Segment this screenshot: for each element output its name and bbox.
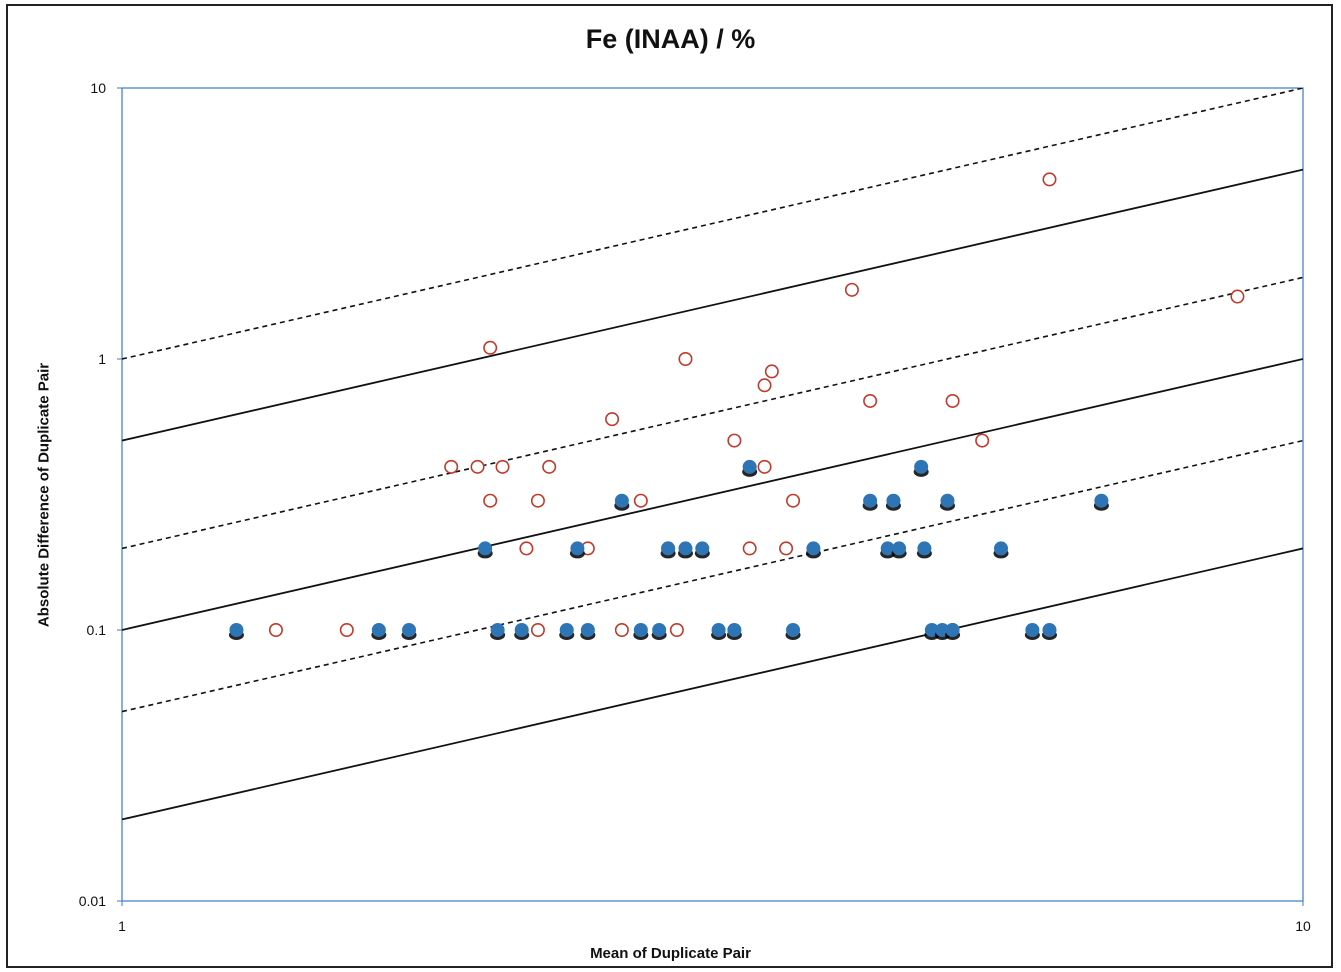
filled-data-point	[678, 541, 693, 556]
filled-data-point	[945, 623, 960, 637]
open-data-point	[945, 393, 960, 408]
filled-data-point	[478, 541, 493, 556]
open-data-point	[268, 622, 283, 637]
solid-reference-line	[122, 547, 1303, 821]
filled-data-point	[1025, 623, 1040, 637]
filled-data-point	[806, 541, 821, 556]
open-data-point	[483, 493, 498, 508]
dashed-reference-line	[122, 88, 1303, 360]
open-data-point	[339, 622, 354, 637]
filled-data-point	[661, 541, 676, 556]
open-data-point	[678, 351, 693, 366]
filled-data-point	[727, 623, 742, 637]
filled-data-point	[880, 541, 895, 556]
solid-reference-line	[122, 358, 1303, 631]
filled-data-point	[1042, 623, 1057, 637]
filled-data-point	[994, 541, 1009, 556]
filled-data-point	[229, 623, 244, 637]
filled-data-point	[786, 623, 801, 637]
open-data-point	[786, 493, 801, 508]
open-data-point	[863, 393, 878, 408]
open-data-point	[530, 622, 545, 637]
open-data-point	[530, 493, 545, 508]
open-data-point	[519, 541, 534, 556]
filled-data-point	[940, 493, 955, 508]
open-data-point	[633, 493, 648, 508]
open-data-point	[757, 378, 772, 393]
filled-data-point	[695, 541, 710, 556]
dashed-reference-line	[122, 276, 1303, 550]
chart-title: Fe (INAA) / %	[585, 24, 756, 54]
open-data-point	[742, 541, 757, 556]
chart-frame	[6, 4, 1333, 968]
open-data-point	[669, 622, 684, 637]
filled-data-point	[886, 493, 901, 508]
open-data-point	[975, 433, 990, 448]
y-tick-label: 10	[90, 80, 106, 96]
filled-data-point	[863, 493, 878, 508]
x-axis-label: Mean of Duplicate Pair	[590, 945, 751, 962]
filled-data-point	[914, 459, 929, 474]
open-data-point	[542, 459, 557, 474]
open-data-point	[495, 459, 510, 474]
x-tick-label: 1	[118, 918, 126, 934]
open-data-point	[1230, 289, 1245, 304]
filled-data-point	[711, 623, 726, 637]
y-tick-label: 0.1	[87, 622, 107, 638]
open-data-point	[727, 433, 742, 448]
filled-data-point	[1094, 493, 1109, 508]
solid-reference-line	[122, 168, 1303, 442]
open-data-point	[470, 459, 485, 474]
filled-data-point	[892, 541, 907, 556]
filled-data-point	[742, 459, 757, 474]
filled-data-point	[570, 541, 585, 556]
filled-data-point	[614, 493, 629, 508]
open-data-point	[444, 459, 459, 474]
x-tick-label: 10	[1295, 918, 1311, 934]
filled-data-point	[514, 623, 529, 637]
open-data-point	[614, 622, 629, 637]
open-data-point	[757, 459, 772, 474]
filled-data-point	[633, 623, 648, 637]
dashed-reference-line	[122, 439, 1303, 713]
open-data-point	[605, 412, 620, 427]
open-data-point	[764, 364, 779, 379]
y-tick-label: 0.01	[79, 893, 106, 909]
filled-data-point	[559, 623, 574, 637]
open-data-point	[483, 340, 498, 355]
open-data-point	[844, 282, 859, 297]
filled-data-point	[917, 541, 932, 556]
filled-data-point	[580, 623, 595, 637]
open-data-point	[779, 541, 794, 556]
filled-data-point	[402, 623, 417, 637]
filled-data-point	[371, 623, 386, 637]
open-data-point	[1042, 172, 1057, 187]
y-tick-label: 1	[98, 351, 106, 367]
filled-data-point	[490, 623, 505, 637]
filled-data-point	[652, 623, 667, 637]
